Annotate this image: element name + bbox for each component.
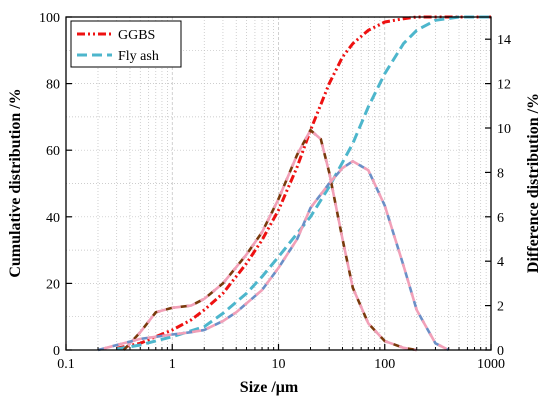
y-right-tick-label: 10 (497, 122, 511, 137)
y-right-tick-label: 8 (497, 166, 504, 181)
series-ggbs (116, 15, 491, 350)
y-right-tick-label: 6 (497, 211, 504, 226)
y-right-tick-label: 0 (497, 344, 504, 359)
ticks (65, 16, 492, 351)
y-left-tick-label: 80 (46, 78, 60, 93)
y-left-tick-label: 60 (46, 144, 60, 159)
x-axis-title: Size /μm (240, 379, 299, 396)
x-tick-label: 1000 (477, 357, 505, 372)
x-tick-label: 0.1 (57, 357, 75, 372)
y-right-axis-title: Difference distribution /% (525, 93, 542, 273)
series-fly-ash (116, 15, 491, 351)
series-fly-ash-difference-line-alt (97, 159, 450, 352)
series-ggbs-difference (122, 128, 417, 352)
y-right-tick-label: 14 (497, 33, 511, 48)
series-layer (97, 15, 491, 352)
y-right-tick-label: 2 (497, 300, 504, 315)
legend: GGBS Fly ash (70, 20, 182, 68)
series-ggbs-difference-line-alt (122, 128, 417, 352)
y-right-tick-label: 4 (497, 255, 504, 270)
series-fly-ash-difference-line (97, 159, 450, 352)
x-tick-label: 10 (272, 357, 286, 372)
y-left-tick-label: 100 (39, 11, 60, 26)
series-ggbs-difference-line (122, 128, 417, 352)
x-tick-label: 100 (374, 357, 395, 372)
series-fly-ash-difference (97, 159, 450, 352)
y-left-tick-label: 0 (53, 344, 60, 359)
y-left-tick-label: 20 (46, 277, 60, 292)
legend-label-ggbs: GGBS (118, 28, 155, 43)
legend-label-fly-ash: Fly ash (118, 49, 159, 64)
y-left-axis-title: Cumulative distribution /% (7, 88, 24, 277)
legend-box (70, 20, 182, 68)
x-tick-label: 1 (169, 357, 176, 372)
y-left-tick-label: 40 (46, 211, 60, 226)
y-right-tick-label: 12 (497, 78, 511, 93)
